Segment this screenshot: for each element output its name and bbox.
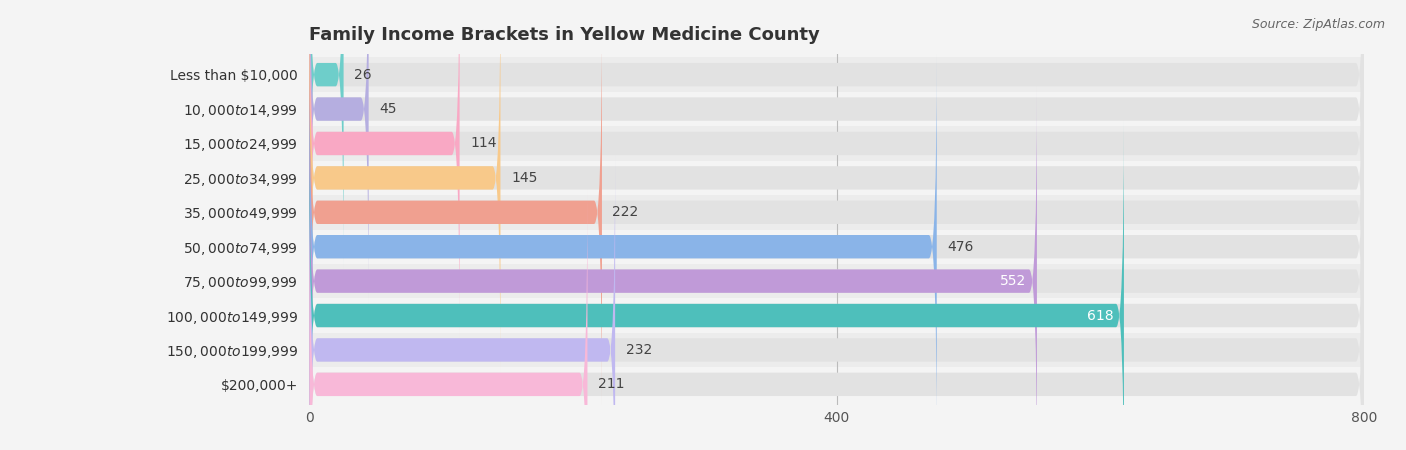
FancyBboxPatch shape	[309, 161, 1364, 195]
Text: 145: 145	[510, 171, 537, 185]
FancyBboxPatch shape	[309, 126, 1364, 161]
FancyBboxPatch shape	[309, 0, 1364, 373]
FancyBboxPatch shape	[309, 18, 602, 407]
Text: 476: 476	[948, 240, 974, 254]
FancyBboxPatch shape	[309, 86, 1364, 450]
FancyBboxPatch shape	[309, 0, 501, 373]
FancyBboxPatch shape	[309, 121, 1123, 450]
FancyBboxPatch shape	[309, 230, 1364, 264]
Text: 232: 232	[626, 343, 652, 357]
Text: Source: ZipAtlas.com: Source: ZipAtlas.com	[1251, 18, 1385, 31]
FancyBboxPatch shape	[309, 155, 616, 450]
Text: 618: 618	[1087, 309, 1114, 323]
FancyBboxPatch shape	[309, 52, 1364, 441]
FancyBboxPatch shape	[309, 0, 1364, 338]
FancyBboxPatch shape	[309, 189, 588, 450]
FancyBboxPatch shape	[309, 0, 368, 304]
Text: 26: 26	[354, 68, 371, 81]
FancyBboxPatch shape	[309, 189, 1364, 450]
FancyBboxPatch shape	[309, 0, 1364, 304]
Text: Family Income Brackets in Yellow Medicine County: Family Income Brackets in Yellow Medicin…	[309, 26, 820, 44]
Text: 114: 114	[470, 136, 496, 150]
FancyBboxPatch shape	[309, 298, 1364, 333]
Text: 45: 45	[380, 102, 396, 116]
FancyBboxPatch shape	[309, 0, 1364, 270]
FancyBboxPatch shape	[309, 18, 1364, 407]
FancyBboxPatch shape	[309, 52, 936, 441]
FancyBboxPatch shape	[309, 86, 1038, 450]
Text: 552: 552	[1000, 274, 1026, 288]
FancyBboxPatch shape	[309, 333, 1364, 367]
FancyBboxPatch shape	[309, 58, 1364, 92]
Text: 222: 222	[613, 205, 638, 219]
FancyBboxPatch shape	[309, 367, 1364, 401]
FancyBboxPatch shape	[309, 121, 1364, 450]
FancyBboxPatch shape	[309, 0, 460, 338]
FancyBboxPatch shape	[309, 92, 1364, 126]
Text: 211: 211	[598, 378, 624, 392]
FancyBboxPatch shape	[309, 0, 343, 270]
FancyBboxPatch shape	[309, 264, 1364, 298]
FancyBboxPatch shape	[309, 155, 1364, 450]
FancyBboxPatch shape	[309, 195, 1364, 230]
